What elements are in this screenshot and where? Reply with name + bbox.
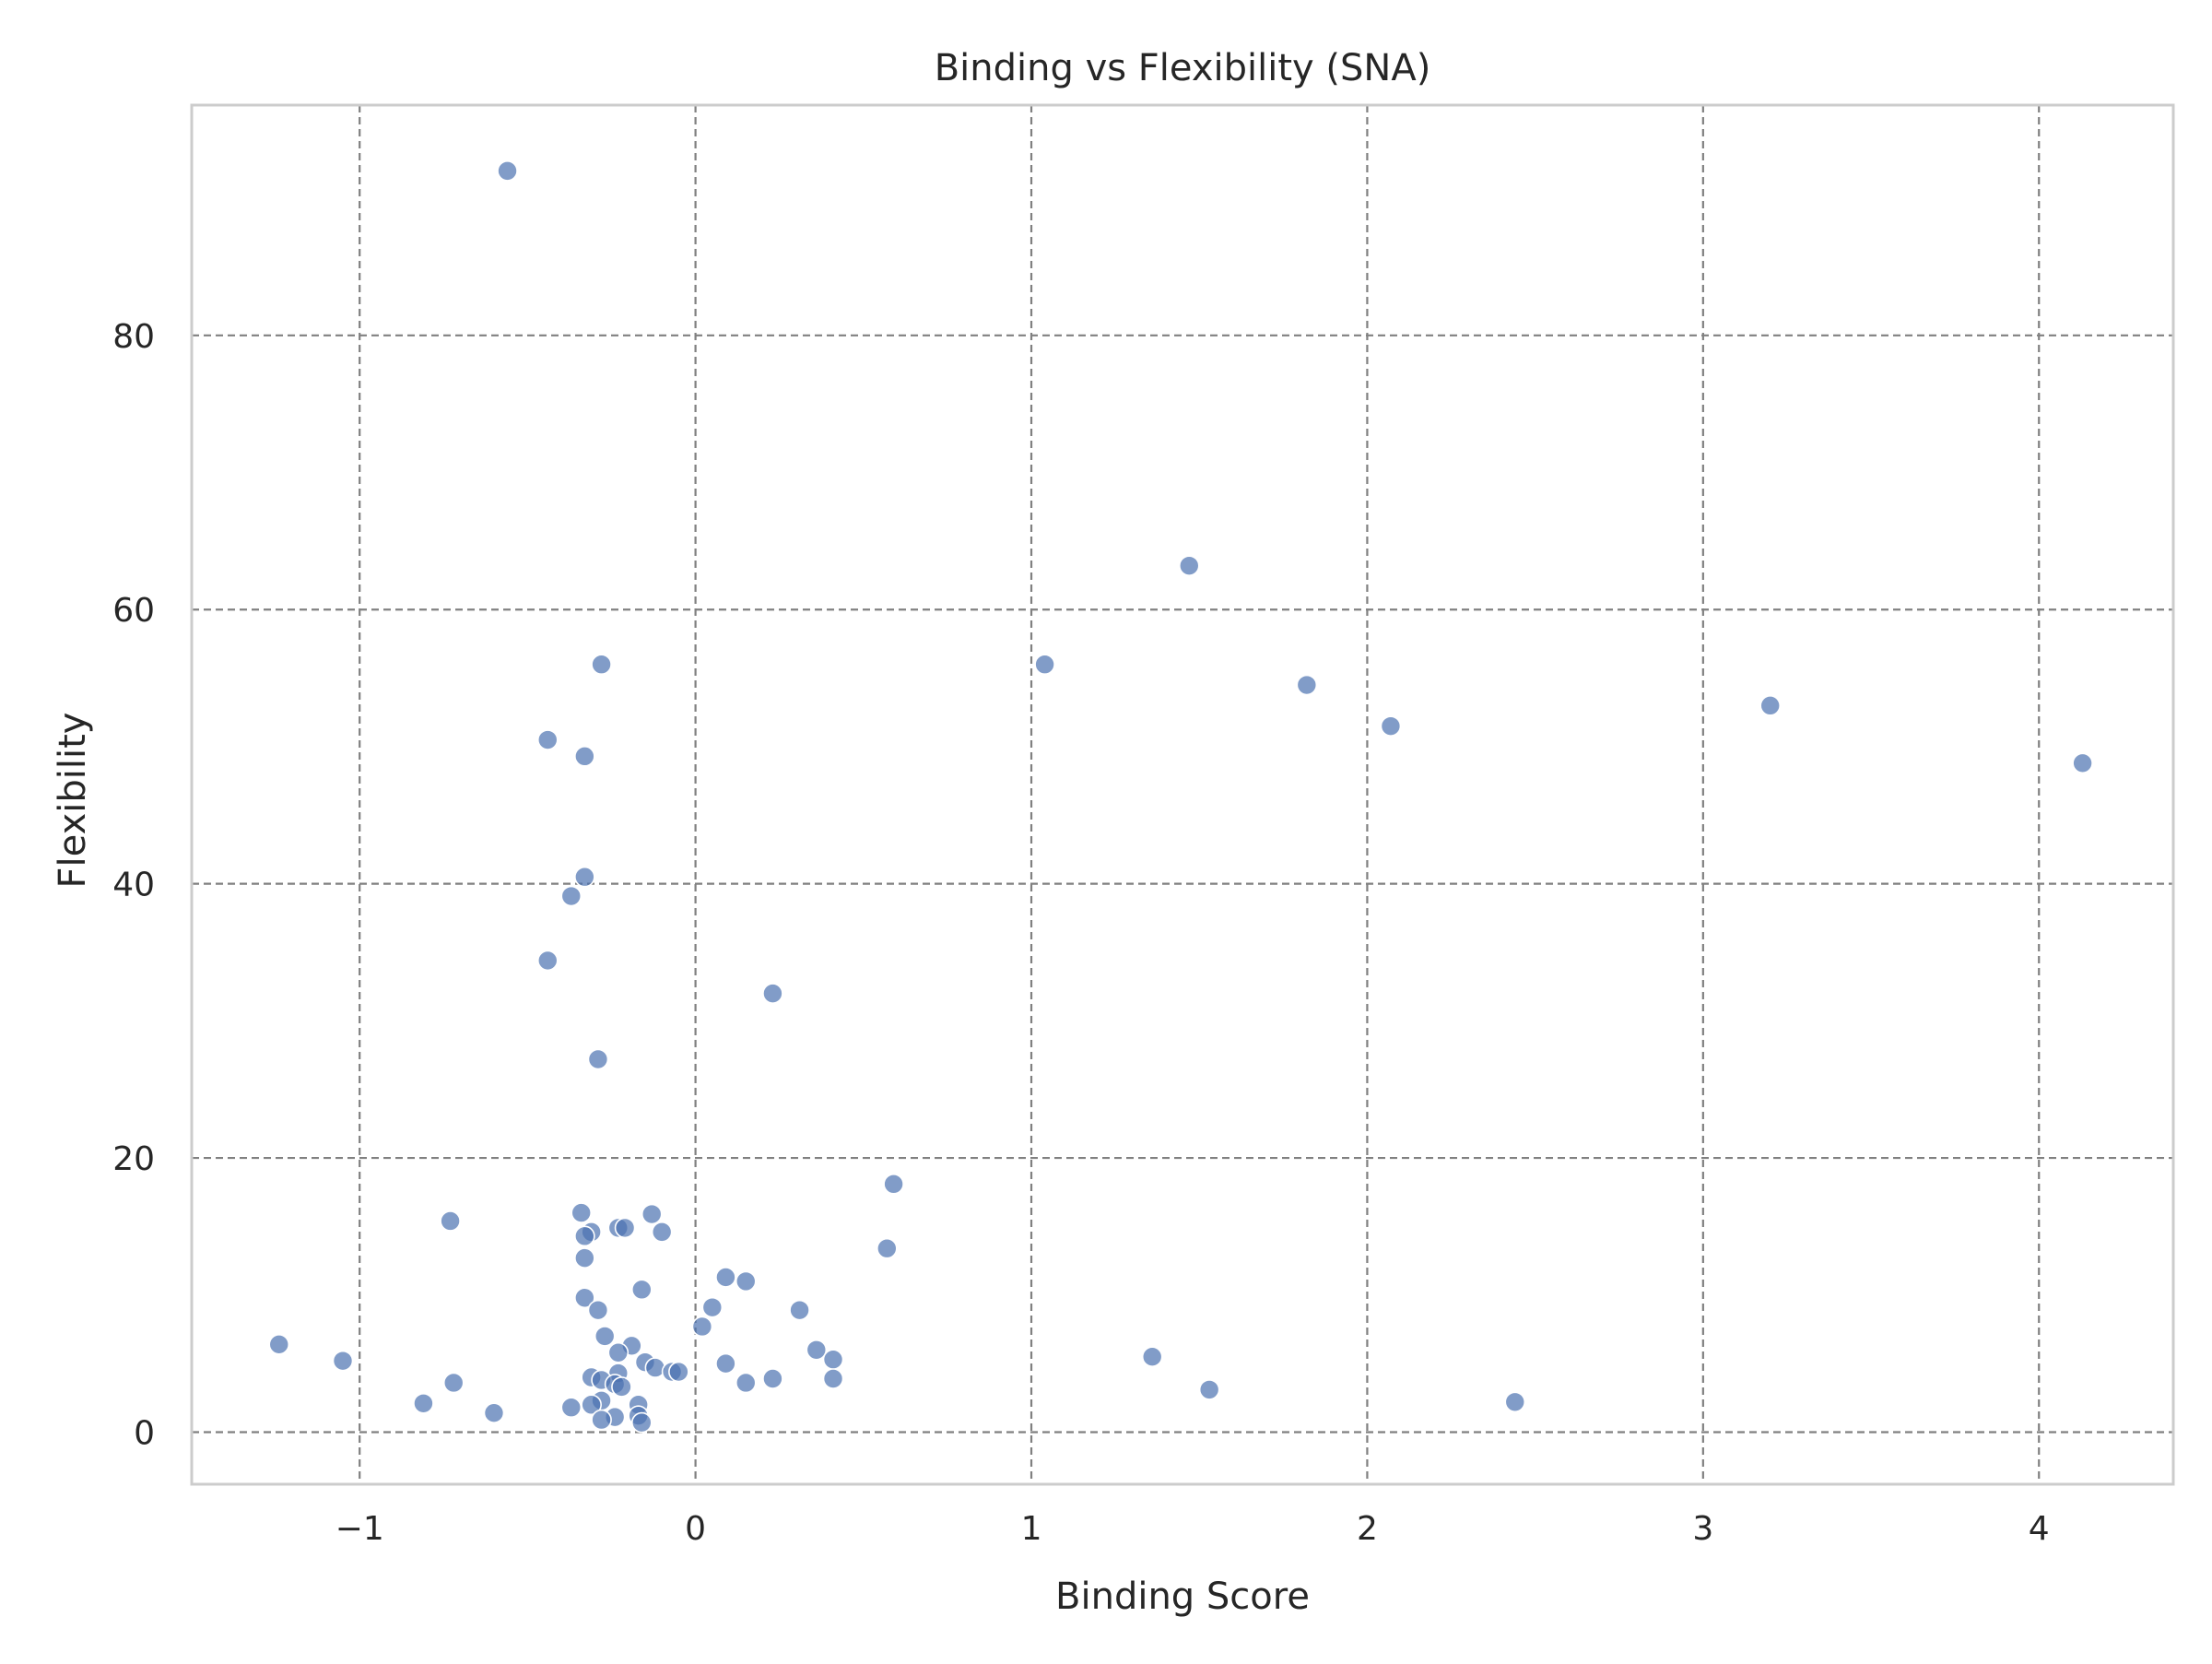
data-point — [268, 1334, 290, 1355]
data-point — [1198, 1379, 1220, 1400]
data-point — [483, 1402, 505, 1423]
data-point — [607, 1341, 629, 1363]
y-tick-label: 80 — [112, 318, 155, 356]
data-point — [715, 1267, 736, 1288]
data-point — [883, 1174, 904, 1195]
data-point — [587, 1048, 609, 1070]
data-point — [591, 1409, 612, 1431]
data-point — [1034, 654, 1055, 676]
data-point — [536, 729, 559, 750]
chart-title: Binding vs Flexibility (SNA) — [935, 47, 1431, 89]
data-point — [571, 1202, 593, 1223]
y-tick-label: 20 — [112, 1140, 155, 1178]
data-point — [611, 1376, 632, 1398]
grid-lines — [192, 105, 2173, 1484]
data-point — [560, 885, 582, 907]
data-point — [762, 983, 783, 1004]
data-point — [735, 1372, 757, 1394]
data-point — [1141, 1346, 1163, 1368]
x-tick-label: −1 — [335, 1510, 384, 1548]
plot-frame — [190, 103, 2175, 1486]
data-point — [440, 1210, 461, 1232]
data-point — [574, 1287, 595, 1309]
data-point — [806, 1339, 828, 1361]
data-point — [587, 1299, 609, 1321]
data-point — [668, 1361, 689, 1383]
data-point — [715, 1352, 736, 1375]
data-points — [268, 160, 2093, 1434]
data-point — [1759, 695, 1782, 716]
y-tick-label: 40 — [112, 867, 155, 904]
data-point — [631, 1411, 653, 1434]
data-point — [735, 1270, 757, 1292]
data-point — [822, 1349, 844, 1370]
data-point — [1178, 555, 1200, 576]
x-axis-label: Binding Score — [1055, 1575, 1310, 1618]
data-point — [822, 1368, 844, 1389]
data-point — [497, 160, 518, 182]
data-point — [591, 654, 612, 676]
data-point — [574, 866, 595, 888]
data-point — [631, 1279, 653, 1301]
data-point — [762, 1368, 783, 1389]
data-point — [1296, 674, 1318, 696]
data-point — [442, 1372, 465, 1394]
data-point — [1504, 1391, 1526, 1413]
x-tick-label: 1 — [1021, 1510, 1042, 1548]
data-point — [877, 1237, 898, 1259]
data-point — [1380, 715, 1402, 737]
y-axis-label: Flexibility — [52, 713, 94, 889]
data-point — [413, 1392, 434, 1414]
data-point — [574, 1247, 595, 1269]
data-point — [691, 1316, 713, 1338]
x-tick-label: 3 — [1692, 1510, 1713, 1548]
data-point — [701, 1296, 724, 1318]
x-tick-label: 2 — [1357, 1510, 1378, 1548]
data-point — [651, 1221, 673, 1243]
data-point — [560, 1397, 582, 1419]
data-point — [581, 1394, 602, 1416]
data-point — [332, 1350, 354, 1372]
data-point — [641, 1203, 663, 1225]
x-tick-label: 0 — [685, 1510, 706, 1548]
data-point — [536, 950, 559, 972]
y-tick-label: 60 — [112, 592, 155, 630]
data-point — [789, 1299, 810, 1321]
data-point — [574, 1225, 595, 1247]
data-point — [2072, 752, 2093, 774]
data-point — [594, 1326, 616, 1347]
data-point — [574, 746, 595, 767]
data-point — [614, 1217, 636, 1239]
y-tick-label: 0 — [134, 1414, 155, 1452]
x-tick-label: 4 — [2029, 1510, 2050, 1548]
